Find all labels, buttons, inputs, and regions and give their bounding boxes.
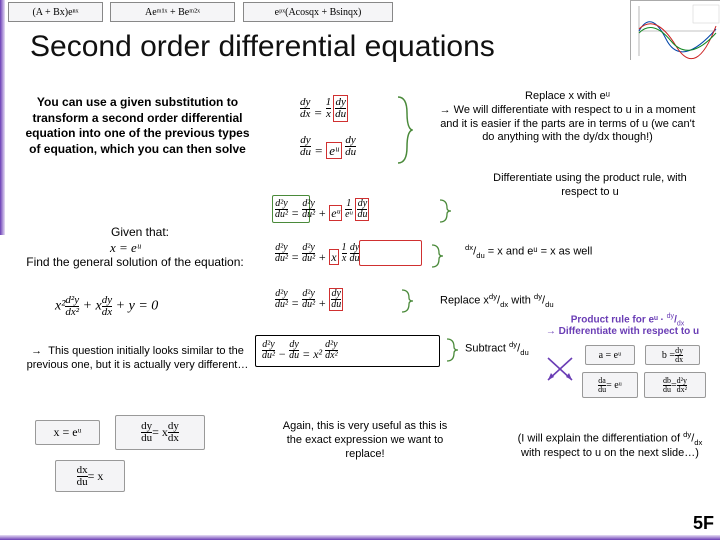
header-strip: (A + Bx)eⁿˣ Aeᵐ¹ˣ + Beᵐ²ˣ eᵖˣ(Acosqx + B… [0, 0, 720, 24]
given-eq: x = eᵘ [110, 240, 141, 256]
given-that-label: Given that: [70, 225, 210, 239]
eq-step-4: d²ydu² = d²ydu² + x 1x dydu [275, 243, 360, 265]
eq-step-1: dydx = 1xdydu [300, 95, 348, 122]
note-replace-xdydx: Replace xdy/dx with dy/du [440, 292, 635, 309]
rule-box-b: b = dydx [645, 345, 700, 365]
brace-5 [445, 337, 459, 363]
brace-3 [430, 243, 444, 269]
header-cell-3: eᵖˣ(Acosqx + Bsinqx) [243, 2, 393, 22]
note-diff-product: Differentiate using the product rule, wi… [490, 172, 690, 200]
eq-step-6: d²ydu² − dydu = x² d²ydx² [262, 340, 338, 362]
red-box-step4 [359, 240, 422, 266]
note-replace-x: Replace x with eᵘ → We will differentiat… [435, 90, 700, 145]
footer-bar [0, 535, 720, 540]
note-replace-x-b: → We will differentiate with respect to … [440, 104, 696, 144]
question-note-text: This question initially looks similar to… [27, 345, 249, 371]
question-note: → This question initially looks similar … [25, 345, 250, 373]
brace-2 [438, 198, 452, 224]
sub-box-3: dxdu = x [55, 460, 125, 492]
header-cell-1: (A + Bx)eⁿˣ [8, 2, 103, 22]
sub-box-2: dydu = x dydx [115, 415, 205, 450]
again-note: Again, this is very useful as this is th… [275, 420, 455, 461]
rule-box-da: dadu = eᵘ [582, 372, 638, 398]
product-rule-sub: → Differentiate with respect to u [530, 326, 715, 339]
eq-step-5: d²ydu² = d²ydu² + dydu [275, 288, 343, 311]
find-general-label: Find the general solution of the equatio… [25, 255, 245, 269]
slide-number: 5F [693, 513, 714, 534]
note-replace-x-a: Replace x with eᵘ [525, 90, 610, 102]
brace-4 [400, 288, 414, 314]
header-cell-2: Aeᵐ¹ˣ + Beᵐ²ˣ [110, 2, 235, 22]
explain-note: (I will explain the differentiation of d… [510, 430, 710, 461]
eq-step-3: d²ydu² = d²ydu² + eᵘ 1eᵘ dydu [275, 198, 369, 221]
eq-step-2: dydu = eᵘ dydu [300, 135, 356, 159]
intro-text: You can use a given substitution to tran… [25, 95, 250, 157]
left-accent-bar [0, 0, 5, 235]
rule-box-db: dbdu = d²ydx² [644, 372, 706, 398]
rule-box-a: a = eᵘ [585, 345, 635, 365]
brace-1 [395, 95, 413, 165]
main-equation: x²d²ydx² + xdydx + y = 0 [55, 295, 158, 318]
sub-box-1: x = eᵘ [35, 420, 100, 445]
note-dxdu: dx/du = x and eᵘ = x as well [465, 243, 645, 260]
cross-arrows-icon [545, 355, 575, 383]
page-title: Second order differential equations [30, 30, 690, 64]
